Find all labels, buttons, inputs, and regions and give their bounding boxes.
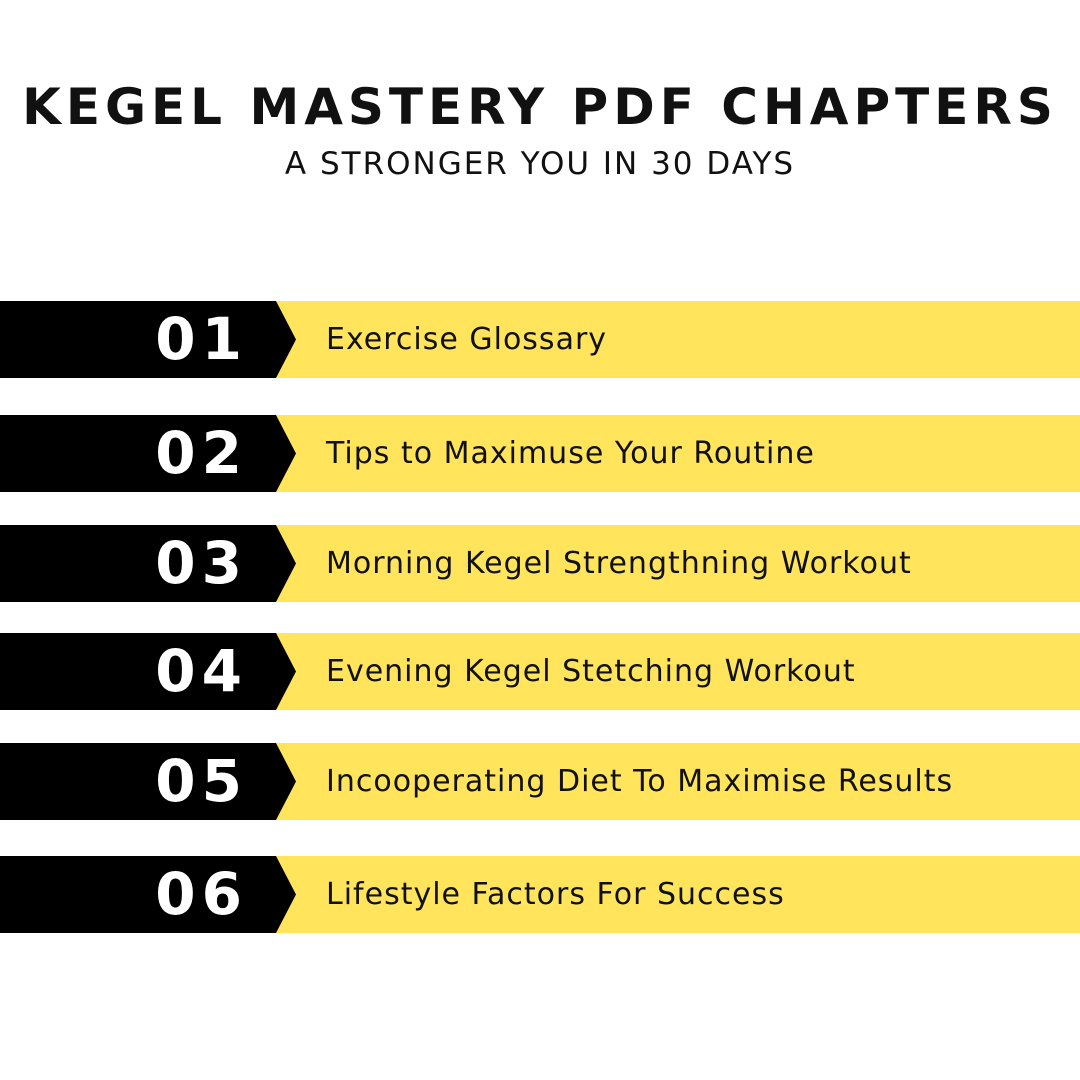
- chapter-number: 05: [155, 747, 248, 815]
- chapter-row: 03 Morning Kegel Strengthning Workout: [0, 525, 1080, 602]
- chapter-number: 01: [155, 305, 248, 373]
- chapter-number-arrow: [0, 525, 296, 602]
- chapter-number: 03: [155, 529, 248, 597]
- chapter-row: 02 Tips to Maximuse Your Routine: [0, 415, 1080, 492]
- chapter-row: 04 Evening Kegel Stetching Workout: [0, 633, 1080, 710]
- chapter-row: 05 Incooperating Diet To Maximise Result…: [0, 743, 1080, 820]
- chapter-number-arrow: [0, 415, 296, 492]
- page-subtitle: A STRONGER YOU IN 30 DAYS: [284, 146, 796, 182]
- chapter-number: 02: [155, 419, 248, 487]
- chapter-label: Tips to Maximuse Your Routine: [326, 436, 815, 471]
- chapter-label: Evening Kegel Stetching Workout: [326, 654, 856, 689]
- page-title: KEGEL MASTERY PDF CHAPTERS: [22, 78, 1058, 136]
- chapter-label: Morning Kegel Strengthning Workout: [326, 546, 912, 581]
- chapter-number-arrow: [0, 743, 296, 820]
- chapter-label: Exercise Glossary: [326, 322, 608, 357]
- chapter-row: 01 Exercise Glossary: [0, 301, 1080, 378]
- chapter-label: Lifestyle Factors For Success: [326, 877, 785, 912]
- chapter-row: 06 Lifestyle Factors For Success: [0, 856, 1080, 933]
- chapter-number-arrow: [0, 633, 296, 710]
- chapter-number-arrow: [0, 301, 296, 378]
- chapter-number-arrow: [0, 856, 296, 933]
- chapter-label: Incooperating Diet To Maximise Results: [326, 764, 954, 799]
- chapter-number: 04: [155, 637, 248, 705]
- chapter-number: 06: [155, 860, 248, 928]
